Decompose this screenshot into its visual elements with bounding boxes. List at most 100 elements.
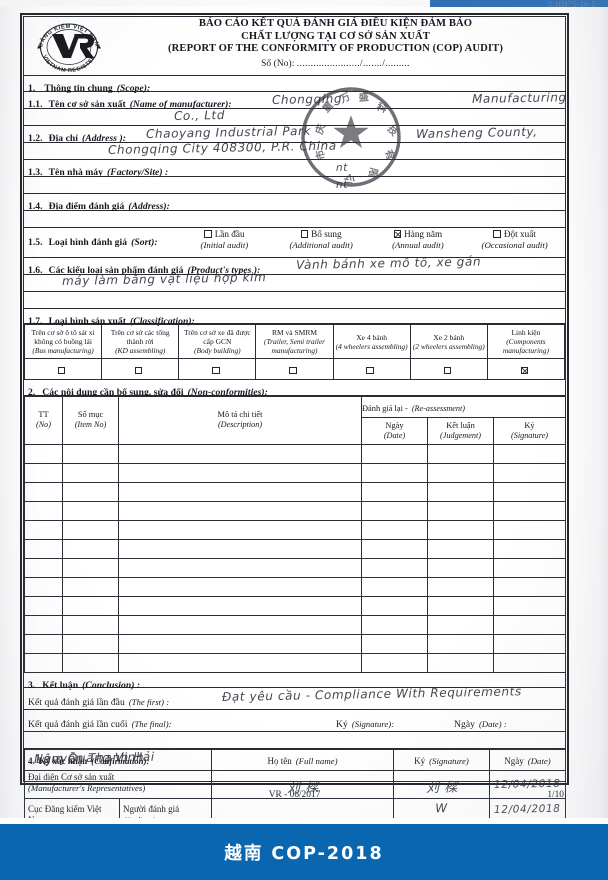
nc-cell[interactable] <box>62 652 119 673</box>
nc-cell[interactable] <box>492 519 567 540</box>
confirmation-auditor-vn: Người đánh giá <box>123 804 180 814</box>
nc-cell[interactable] <box>361 462 428 483</box>
checkbox-annual-audit[interactable] <box>393 230 402 238</box>
nc-cell[interactable] <box>427 614 494 635</box>
nc-cell[interactable] <box>118 576 362 597</box>
classification-cell-components[interactable] <box>486 358 566 380</box>
nc-cell[interactable] <box>24 519 63 540</box>
checkbox-2wheelers-assembling[interactable] <box>443 366 452 374</box>
nc-cell[interactable] <box>427 538 494 559</box>
sort-option-additional[interactable]: Bổ sung (Additional audit) <box>273 229 370 250</box>
nc-cell[interactable] <box>118 481 362 502</box>
nc-cell[interactable] <box>62 443 119 464</box>
nc-cell[interactable] <box>427 652 494 673</box>
nc-cell[interactable] <box>62 500 119 521</box>
checkbox-4wheelers-assembling[interactable] <box>366 366 374 374</box>
nc-cell[interactable] <box>427 462 494 483</box>
nc-cell[interactable] <box>492 633 567 654</box>
checkbox-occasional-audit[interactable] <box>493 230 501 238</box>
nc-cell[interactable] <box>118 462 362 483</box>
nc-cell[interactable] <box>361 576 428 597</box>
checkbox-trailer-manufacturing[interactable] <box>289 366 297 374</box>
nc-cell[interactable] <box>62 633 119 654</box>
nc-cell[interactable] <box>361 443 428 464</box>
nc-cell[interactable] <box>24 652 63 673</box>
nc-cell[interactable] <box>427 481 494 502</box>
nc-cell[interactable] <box>492 462 567 483</box>
nc-cell[interactable] <box>62 614 119 635</box>
nc-cell[interactable] <box>62 576 119 597</box>
nc-cell[interactable] <box>492 557 567 578</box>
nc-cell[interactable] <box>118 500 362 521</box>
nc-cell[interactable] <box>62 595 119 616</box>
nc-cell[interactable] <box>62 519 119 540</box>
nc-cell[interactable] <box>118 557 362 578</box>
sort-option-initial[interactable]: Lần đầu (Initial audit) <box>176 229 273 250</box>
nc-cell[interactable] <box>427 557 494 578</box>
nc-col-description-en: (Description) <box>217 420 263 429</box>
nc-cell[interactable] <box>118 595 362 616</box>
checkbox-body-building[interactable] <box>212 366 220 374</box>
nc-cell[interactable] <box>361 652 428 673</box>
nc-cell[interactable] <box>24 595 63 616</box>
nc-cell[interactable] <box>24 500 63 521</box>
nc-cell[interactable] <box>118 443 362 464</box>
nc-cell[interactable] <box>62 481 119 502</box>
nc-cell[interactable] <box>427 633 494 654</box>
nc-cell[interactable] <box>492 538 567 559</box>
nc-cell[interactable] <box>361 519 428 540</box>
nc-cell[interactable] <box>361 614 428 635</box>
nc-cell[interactable] <box>24 557 63 578</box>
classification-cell-4wheelers[interactable] <box>332 358 411 380</box>
table-row <box>24 614 567 635</box>
nc-cell[interactable] <box>427 576 494 597</box>
nc-cell[interactable] <box>361 500 428 521</box>
conclusion-first-value: Đạt yêu cầu - Compliance With Requiremen… <box>221 684 522 704</box>
classification-cell-body[interactable] <box>178 358 257 380</box>
nc-cell[interactable] <box>62 538 119 559</box>
nc-cell[interactable] <box>492 614 567 635</box>
nc-cell[interactable] <box>492 595 567 616</box>
nc-cell[interactable] <box>492 500 567 521</box>
checkbox-components-manufacturing[interactable] <box>520 366 529 374</box>
checkbox-initial-audit[interactable] <box>204 230 212 238</box>
nc-cell[interactable] <box>492 443 567 464</box>
nc-cell[interactable] <box>62 462 119 483</box>
sort-option-annual[interactable]: Hàng năm (Annual audit) <box>370 229 467 250</box>
nc-cell[interactable] <box>118 519 362 540</box>
classification-cell-trailer[interactable] <box>255 358 334 380</box>
nc-cell[interactable] <box>24 481 63 502</box>
nc-cell[interactable] <box>492 576 567 597</box>
nc-cell[interactable] <box>24 614 63 635</box>
nc-cell[interactable] <box>361 595 428 616</box>
checkbox-bus-manufacturing[interactable] <box>57 366 66 374</box>
classification-cell-bus[interactable] <box>23 358 103 380</box>
nc-cell[interactable] <box>118 652 362 673</box>
nc-cell[interactable] <box>118 538 362 559</box>
nc-cell[interactable] <box>118 633 362 654</box>
nc-cell[interactable] <box>62 557 119 578</box>
field-1-1-continuation: Co., Ltd <box>24 108 565 126</box>
nc-cell[interactable] <box>24 462 63 483</box>
nc-cell[interactable] <box>361 633 428 654</box>
nc-cell[interactable] <box>427 595 494 616</box>
nc-cell[interactable] <box>24 576 63 597</box>
classification-cell-kd[interactable] <box>101 358 180 380</box>
checkbox-kd-assembling[interactable] <box>134 366 143 374</box>
classification-cell-2wheelers[interactable] <box>409 358 488 380</box>
nc-cell[interactable] <box>118 614 362 635</box>
nc-cell[interactable] <box>24 538 63 559</box>
checkbox-additional-audit[interactable] <box>300 230 309 238</box>
nc-cell[interactable] <box>427 519 494 540</box>
nc-cell[interactable] <box>427 443 494 464</box>
nc-cell[interactable] <box>361 538 428 559</box>
nc-cell[interactable] <box>361 557 428 578</box>
nc-cell[interactable] <box>361 481 428 502</box>
field-1-3-number: 1.3. <box>28 166 43 178</box>
nc-cell[interactable] <box>24 633 63 654</box>
nc-cell[interactable] <box>24 443 63 464</box>
nc-cell[interactable] <box>492 481 567 502</box>
nc-cell[interactable] <box>427 500 494 521</box>
nc-cell[interactable] <box>492 652 567 673</box>
sort-option-occasional[interactable]: Đột xuất (Occasional audit) <box>466 229 563 250</box>
